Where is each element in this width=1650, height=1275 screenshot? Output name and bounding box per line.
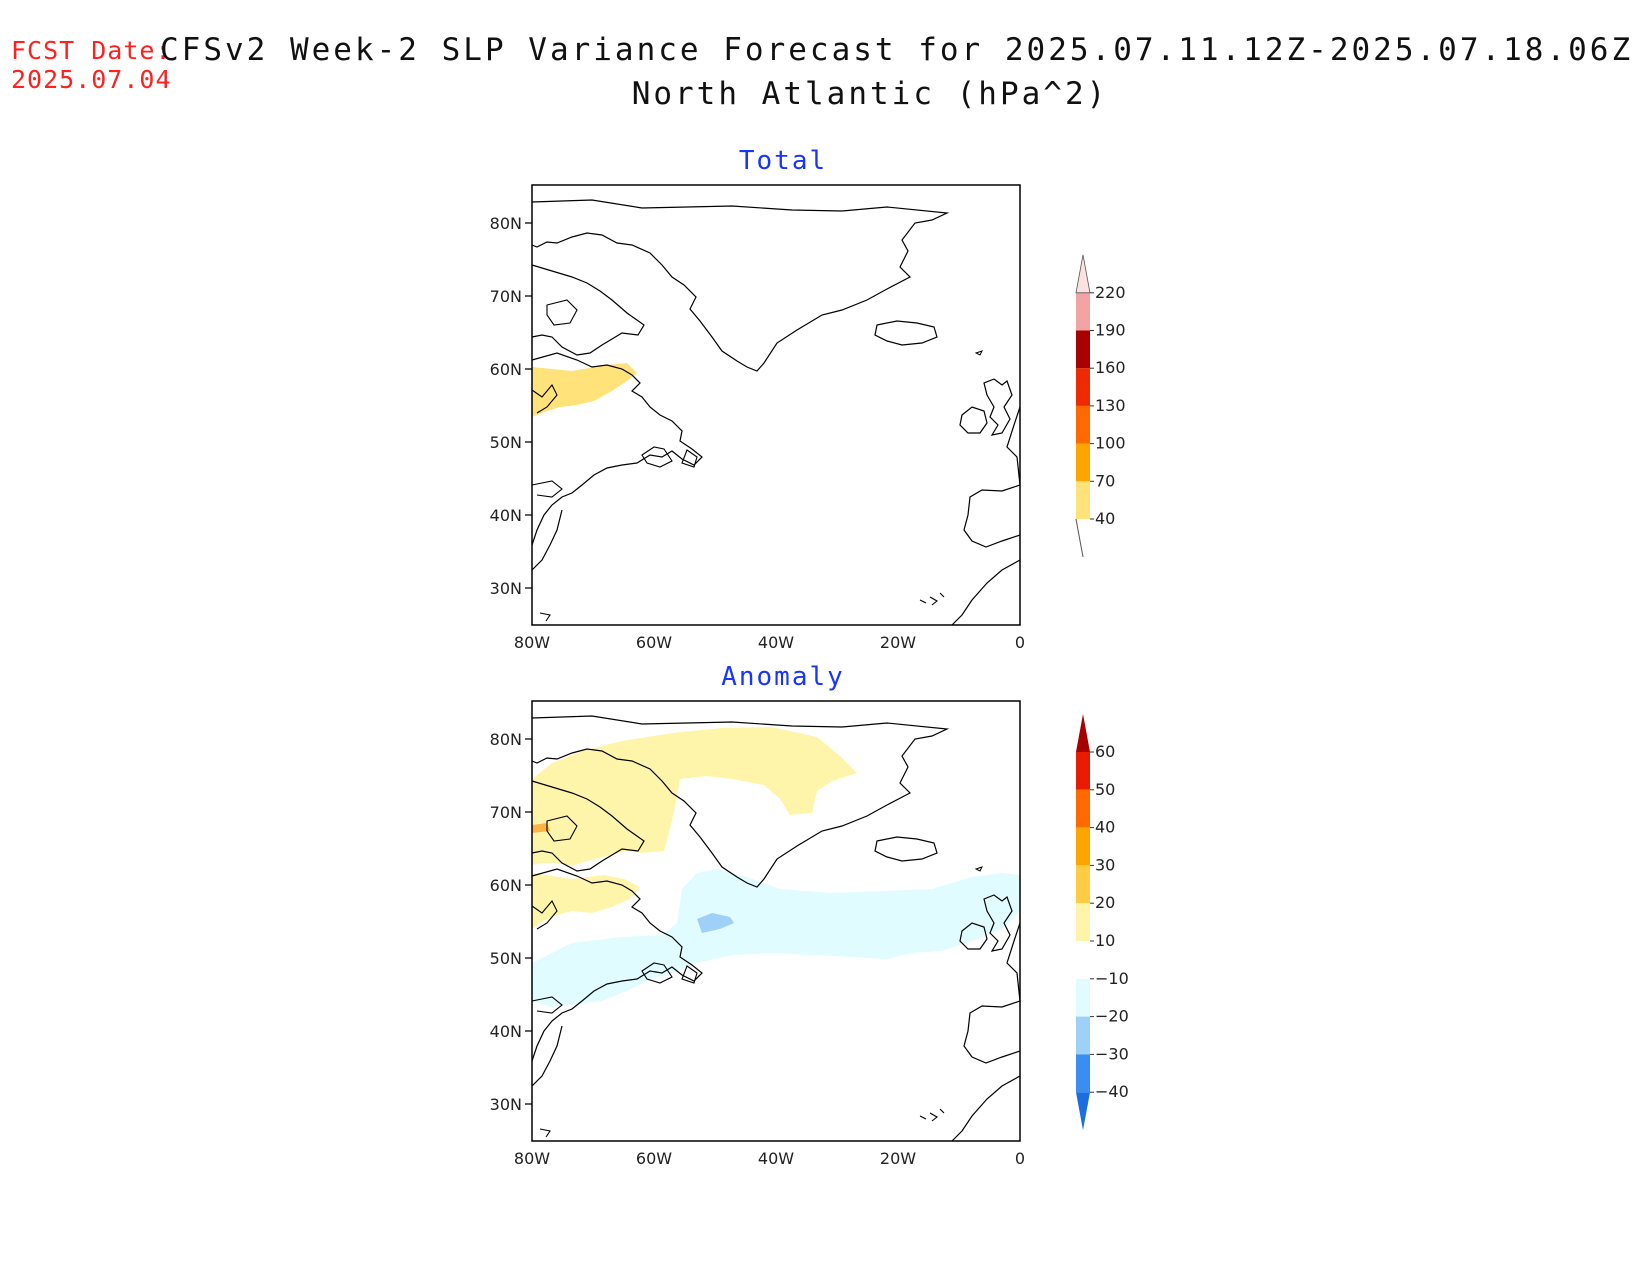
total-lat-label: 60N [490,360,522,379]
colorbar-swatch [1076,292,1090,331]
colorbar-swatch [1076,443,1090,482]
colorbar-swatch [1076,1054,1090,1093]
colorbar-label: 220 [1095,283,1126,302]
colorbar-label: 70 [1095,471,1115,490]
anomaly-lat-label: 40N [490,1022,522,1041]
total-variance-shade-40-70 [532,363,637,417]
colorbar-label: −30 [1095,1044,1129,1063]
colorbar-swatch [1076,330,1090,369]
total-lat-label: 80N [490,214,522,233]
anomaly-lon-label: 0 [1015,1149,1025,1168]
colorbar-label: 160 [1095,358,1126,377]
anomaly-lon-label: 80W [514,1149,550,1168]
colorbar-label: 100 [1095,434,1126,453]
colorbar-label: −40 [1095,1082,1129,1101]
colorbar-swatch [1076,368,1090,406]
total-lat-label: 50N [490,433,522,452]
forecast-date-value: 2025.07.04 [11,65,172,94]
total-lon-label: 0 [1015,633,1025,652]
colorbar-swatch [1076,903,1090,941]
anomaly-shade-minus20-minus30 [697,913,734,933]
anomaly-lon-label: 20W [880,1149,916,1168]
colorbar-swatch [1076,941,1090,979]
anomaly-lat-label: 60N [490,876,522,895]
total-lat-label: 30N [490,579,522,598]
sub-title: North Atlantic (hPa^2) [631,76,1109,112]
map-total [531,184,1021,626]
anomaly-lon-label: 60W [636,1149,672,1168]
total-lon-axis: 80W 60W 40W 20W 0 [514,633,1025,652]
forecast-date-label: FCST Date: [11,36,172,65]
colorbar-swatch [1076,752,1090,790]
anomaly-shade-10-20-north [532,727,857,866]
colorbar-swatch [1076,405,1090,444]
colorbar-label: −20 [1095,1007,1129,1026]
forecast-date-block: FCST Date: 2025.07.04 [11,36,172,94]
panel-title-anomaly: Anomaly [721,662,845,692]
anomaly-shade-minus10-minus20 [532,869,1020,1007]
anomaly-shade-20-30 [532,823,550,833]
colorbar-label: 20 [1095,893,1115,912]
anomaly-lat-label: 70N [490,803,522,822]
colorbar-label: −10 [1095,969,1129,988]
anomaly-lat-label: 80N [490,730,522,749]
total-lat-axis: 80N 70N 60N 50N 40N 30N [490,214,532,598]
colorbar-label: 60 [1095,742,1115,761]
main-title: CFSv2 Week-2 SLP Variance Forecast for 2… [160,32,1634,68]
colorbar-swatch [1076,865,1090,904]
anomaly-lon-axis: 80W 60W 40W 20W 0 [514,1149,1025,1168]
total-lon-label: 60W [636,633,672,652]
colorbar-swatch [1075,254,1091,294]
colorbar-swatch [1076,789,1090,828]
anomaly-shade-10-20-labrador [532,873,640,929]
total-lon-label: 40W [758,633,794,652]
total-colorbar: 40 70 100 130 160 190 220 [1075,254,1126,558]
colorbar-swatch [1076,1016,1090,1055]
colorbar-label: 10 [1095,931,1115,950]
colorbar-swatch [1076,827,1090,866]
total-lon-label: 80W [514,633,550,652]
colorbar-label: 130 [1095,396,1126,415]
colorbar-label: 40 [1095,509,1115,528]
anomaly-lat-axis: 80N 70N 60N 50N 40N 30N [490,730,532,1114]
anomaly-lat-label: 30N [490,1095,522,1114]
anomaly-lat-label: 50N [490,949,522,968]
colorbar-label: 190 [1095,321,1126,340]
colorbar-label: 30 [1095,855,1115,874]
total-lat-label: 40N [490,506,522,525]
anomaly-colorbar: 60 50 40 30 20 10 −10 −20 −30 −40 [1076,714,1129,1131]
colorbar-swatch [1076,978,1090,1017]
anomaly-lon-label: 40W [758,1149,794,1168]
colorbar-label: 50 [1095,780,1115,799]
colorbar-swatch [1076,714,1090,752]
map-total-frame [532,185,1020,625]
total-lat-label: 70N [490,287,522,306]
total-lon-label: 20W [880,633,916,652]
panel-title-total: Total [738,146,828,176]
map-anomaly [531,700,1021,1142]
colorbar-swatch [1076,481,1090,519]
colorbar-swatch [1076,1092,1090,1131]
colorbar-label: 40 [1095,818,1115,837]
